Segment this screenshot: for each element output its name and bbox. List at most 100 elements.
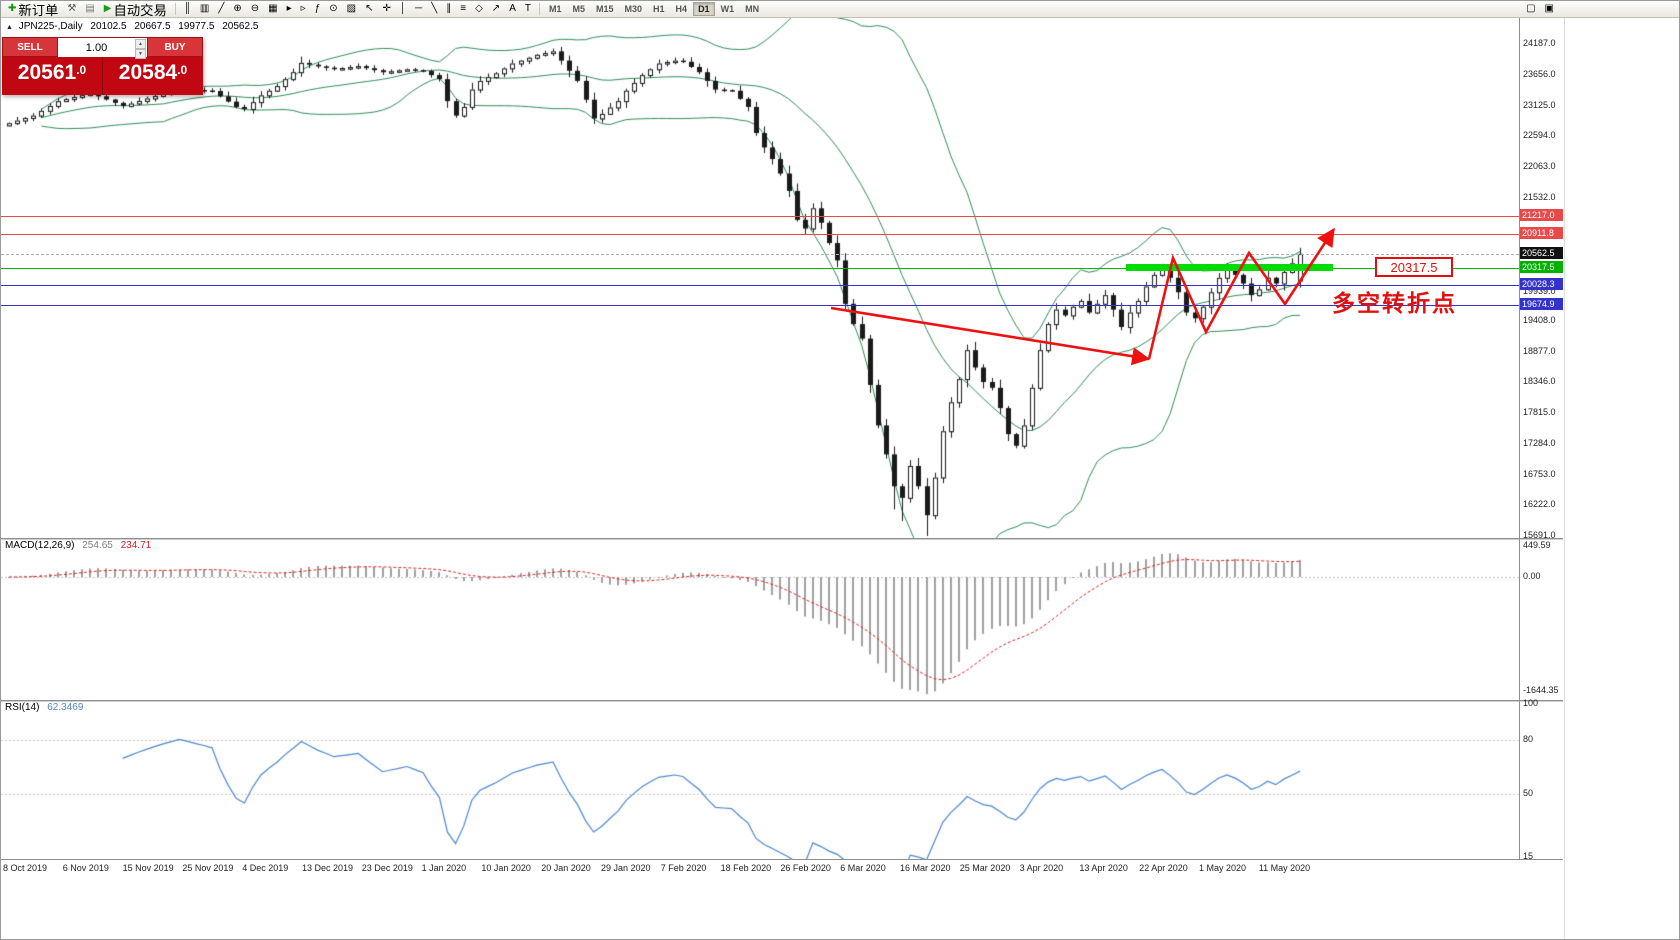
- tile-windows-icon[interactable]: ▦: [264, 2, 281, 17]
- buy-price-int: 20584: [118, 61, 178, 84]
- cursor-icon-icon: ↖: [365, 3, 374, 14]
- toolbar-right-group: ▢ ▣: [1522, 2, 1558, 17]
- axis-divider: [1519, 18, 1520, 859]
- timeframe-h1-button[interactable]: H1: [648, 2, 670, 16]
- profiles-button[interactable]: ▤: [81, 2, 98, 17]
- collapse-triangle-icon[interactable]: ▲: [6, 24, 13, 31]
- new-order-button[interactable]: ✚ 新订单: [4, 2, 62, 18]
- y-axis-label: 23656.0: [1523, 69, 1556, 79]
- candlestick-chart-icon[interactable]: ▥: [196, 2, 213, 17]
- timeframe-m5-button[interactable]: M5: [567, 2, 590, 16]
- buy-price-frac: .0: [177, 63, 188, 77]
- data-window-icon-icon: ▣: [1544, 3, 1554, 14]
- main-toolbar: ✚ 新订单 ⚒ ▤ ▶ 自动交易 ║ ▥ ╱ ⊕ ⊖ ▦ ▸ ▹ ƒ ⊙ ▨ ↖ ✛ │ ─ ╲ ∥ ≡ ◇ ↗ A T M1 M5 M…: [1, 1, 1679, 18]
- horizontal-line-icon[interactable]: ─: [411, 2, 426, 17]
- turning-point-text[interactable]: 多空转折点: [1332, 290, 1457, 316]
- chart-shift-icon[interactable]: ▹: [297, 2, 310, 17]
- rsi-indicator-name: RSI(14): [5, 702, 40, 713]
- y-axis-label: 22594.0: [1523, 130, 1556, 140]
- y-axis-label: 18346.0: [1523, 376, 1556, 386]
- toolbar-chart-group: ║ ▥ ╱ ⊕ ⊖ ▦ ▸ ▹ ƒ ⊙ ▨ ↖ ✛ │ ─ ╲ ∥ ≡ ◇ ↗ A T: [180, 2, 535, 17]
- buy-button[interactable]: BUY: [147, 37, 203, 57]
- y-axis-label: 19939.0: [1523, 286, 1556, 296]
- new-window-icon[interactable]: ▢: [1522, 2, 1539, 17]
- shapes-icon[interactable]: ◇: [471, 2, 487, 17]
- timeframe-m15-button[interactable]: M15: [591, 2, 619, 16]
- price-chart-canvas[interactable]: [1, 18, 1519, 859]
- trend-arrows[interactable]: [1, 1, 1519, 940]
- volume-decrease-button[interactable]: ▼: [135, 49, 146, 59]
- bar-chart-icon-icon: ║: [183, 3, 191, 14]
- open-value: 20102.5: [90, 21, 127, 32]
- macd-axis-label: 0.00: [1523, 571, 1541, 581]
- line-chart-icon[interactable]: ╱: [214, 2, 228, 17]
- trend-arrow-segment[interactable]: [830, 306, 1151, 366]
- channel-icon-icon: ∥: [446, 3, 452, 14]
- timeframe-m30-button[interactable]: M30: [620, 2, 648, 16]
- data-window-icon[interactable]: ▣: [1541, 2, 1558, 17]
- sell-price-frac: .0: [76, 63, 87, 77]
- chart-header: ▲ JPN225-,Daily 20102.5 20667.5 19977.5 …: [6, 21, 263, 32]
- auto-trading-button[interactable]: ▶ 自动交易: [100, 2, 171, 18]
- trade-prices-row: 20561 .0 20584 .0: [2, 57, 203, 95]
- horizontal-line-icon-icon: ─: [415, 3, 423, 14]
- timeframe-mn-button[interactable]: MN: [740, 2, 764, 16]
- price-line-label: 20317.5: [1520, 261, 1563, 273]
- rsi-pane-label: RSI(14) 62.3469: [5, 702, 83, 713]
- right-empty-area: [1564, 18, 1679, 939]
- chart-shift-icon-icon: ▹: [300, 3, 306, 14]
- volume-input[interactable]: [58, 39, 147, 57]
- y-axis-label: 16222.0: [1523, 499, 1556, 509]
- sell-button[interactable]: SELL: [2, 37, 58, 57]
- timeframe-h4-button[interactable]: H4: [671, 2, 693, 16]
- crosshair-icon[interactable]: ✛: [378, 2, 394, 17]
- arrow-icon[interactable]: ↗: [488, 2, 504, 17]
- fibonacci-icon[interactable]: ≡: [456, 2, 470, 17]
- new-window-icon-icon: ▢: [1526, 3, 1536, 14]
- price-annotation-box[interactable]: 20317.5: [1375, 257, 1453, 277]
- new-order-icon: ✚: [8, 3, 17, 14]
- bar-chart-icon[interactable]: ║: [180, 2, 195, 17]
- text-label-icon[interactable]: T: [521, 2, 535, 17]
- pane-splitter[interactable]: [1, 700, 1563, 702]
- templates-icon[interactable]: ▨: [343, 2, 360, 17]
- rsi-value: 62.3469: [47, 702, 84, 713]
- y-axis-label: 24187.0: [1523, 38, 1556, 48]
- zoom-in-icon[interactable]: ⊕: [229, 2, 245, 17]
- symbol-period-label: JPN225-,Daily: [18, 21, 83, 32]
- toolbar-separator: [174, 3, 176, 15]
- periods-icon[interactable]: ⊙: [325, 2, 341, 17]
- indicators-icon[interactable]: ƒ: [311, 2, 325, 17]
- y-axis-label: 17284.0: [1523, 438, 1556, 448]
- charts-menu-button[interactable]: ⚒: [63, 2, 80, 17]
- auto-scroll-icon[interactable]: ▸: [283, 2, 296, 17]
- candlestick-chart-icon-icon: ▥: [199, 3, 210, 14]
- vertical-line-icon[interactable]: │: [396, 2, 410, 17]
- price-line-label: 21217.0: [1520, 209, 1563, 221]
- y-axis-label: 18877.0: [1523, 346, 1556, 356]
- trendline-icon-icon: ╲: [431, 3, 438, 14]
- periods-icon-icon: ⊙: [329, 3, 338, 14]
- channel-icon[interactable]: ∥: [442, 2, 455, 17]
- macd-indicator-name: MACD(12,26,9): [5, 540, 75, 551]
- support-zone-highlight[interactable]: [1126, 264, 1333, 271]
- profiles-icon: ▤: [85, 3, 95, 14]
- trend-arrow-segment[interactable]: [1147, 227, 1336, 360]
- macd-pane-label: MACD(12,26,9) 254.65 234.71: [5, 540, 151, 551]
- sell-price[interactable]: 20561 .0: [2, 57, 102, 95]
- text-icon[interactable]: A: [505, 2, 520, 17]
- buy-price[interactable]: 20584 .0: [103, 57, 203, 95]
- timeframe-m1-button[interactable]: M1: [544, 2, 567, 16]
- templates-icon-icon: ▨: [346, 3, 357, 14]
- pane-splitter[interactable]: [1, 538, 1563, 540]
- volume-increase-button[interactable]: ▲: [135, 39, 146, 49]
- macd-signal-value: 234.71: [120, 540, 152, 551]
- toolbar-trade-group: ✚ 新订单 ⚒ ▤ ▶ 自动交易: [4, 2, 171, 18]
- trendline-icon[interactable]: ╲: [427, 2, 441, 17]
- cursor-icon[interactable]: ↖: [361, 2, 377, 17]
- vertical-line-icon-icon: │: [399, 3, 407, 14]
- timeframe-d1-button[interactable]: D1: [693, 2, 715, 16]
- zoom-out-icon[interactable]: ⊖: [247, 2, 263, 17]
- timeframe-w1-button[interactable]: W1: [716, 2, 740, 16]
- auto-trading-icon: ▶: [103, 3, 112, 14]
